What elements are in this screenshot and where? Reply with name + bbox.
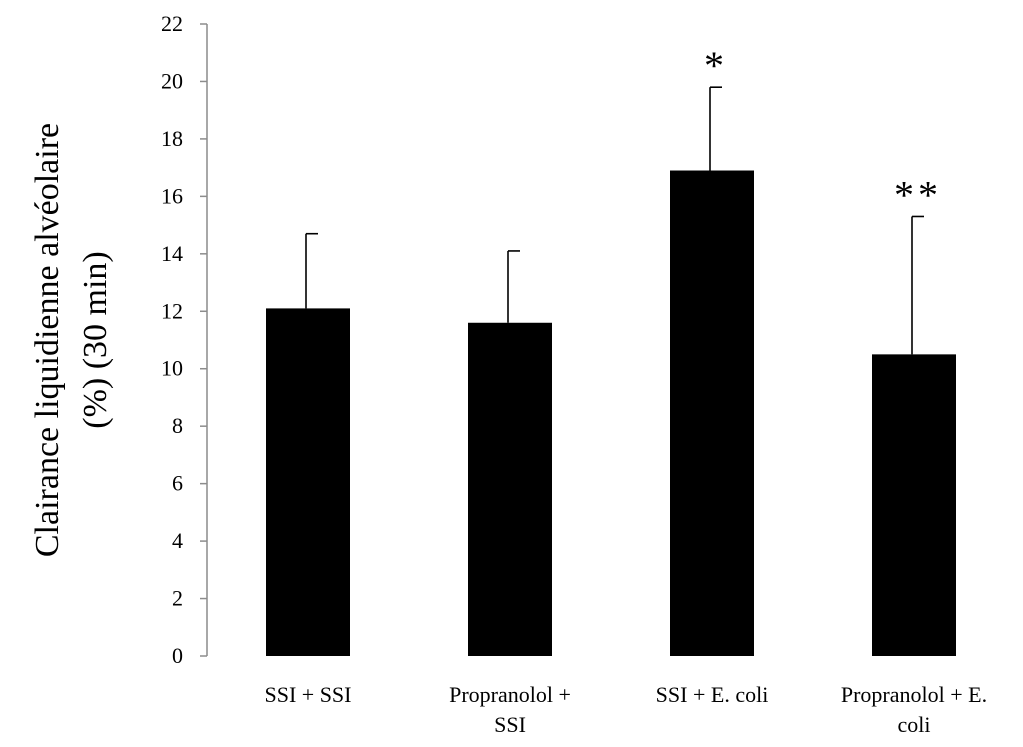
bars bbox=[266, 170, 956, 656]
x-axis-labels: SSI + SSI Propranolol + SSI SSI + E. coli Pr… bbox=[264, 682, 987, 737]
x-category-label-line: SSI + SSI bbox=[264, 682, 351, 707]
y-tick-label: 14 bbox=[161, 241, 183, 266]
y-tick-label: 6 bbox=[172, 471, 183, 496]
x-category-label-line: SSI + E. coli bbox=[656, 682, 769, 707]
significance-annotations: *** bbox=[704, 43, 942, 217]
y-axis-title-line: (%) (30 min) bbox=[77, 251, 114, 429]
x-category-label: SSI + E. coli bbox=[656, 682, 769, 707]
significance-marker: * bbox=[704, 43, 728, 88]
error-bars bbox=[305, 86, 924, 355]
y-tick-label: 22 bbox=[161, 11, 183, 36]
y-tick-label: 20 bbox=[161, 68, 183, 93]
y-tick-label: 2 bbox=[172, 586, 183, 611]
significance-marker: ** bbox=[894, 172, 942, 217]
y-tick-label: 8 bbox=[172, 413, 183, 438]
axes: 0 2 4 6 8 10 12 14 16 18 20 22 bbox=[161, 11, 208, 668]
y-tick-label: 16 bbox=[161, 183, 183, 208]
y-tick-label: 18 bbox=[161, 126, 183, 151]
x-category-label-line: SSI bbox=[494, 712, 526, 737]
y-axis-label: Clairance liquidienne alvéolaire (%) (30 … bbox=[29, 123, 114, 557]
y-tick-label: 10 bbox=[161, 356, 183, 381]
y-axis-title-line: Clairance liquidienne alvéolaire bbox=[29, 123, 66, 557]
bar bbox=[266, 308, 350, 656]
error-bar bbox=[911, 215, 924, 355]
y-axis-title: Clairance liquidienne alvéolaire (%) (30 … bbox=[29, 123, 114, 557]
x-category-label-line: Propranolol + E. bbox=[841, 682, 987, 707]
bar bbox=[872, 354, 956, 656]
error-bar bbox=[507, 250, 520, 323]
error-bar bbox=[709, 86, 722, 171]
x-category-label-line: coli bbox=[898, 712, 931, 737]
y-tick-label: 4 bbox=[172, 528, 183, 553]
bar bbox=[468, 322, 552, 656]
x-category-label: Propranolol + E. coli bbox=[841, 682, 987, 737]
x-category-label-line: Propranolol + bbox=[449, 682, 571, 707]
error-bar bbox=[305, 232, 318, 309]
bar bbox=[670, 170, 754, 656]
y-tick-label: 0 bbox=[172, 643, 183, 668]
x-category-label: Propranolol + SSI bbox=[449, 682, 571, 737]
x-category-label: SSI + SSI bbox=[264, 682, 351, 707]
y-tick-label: 12 bbox=[161, 298, 183, 323]
